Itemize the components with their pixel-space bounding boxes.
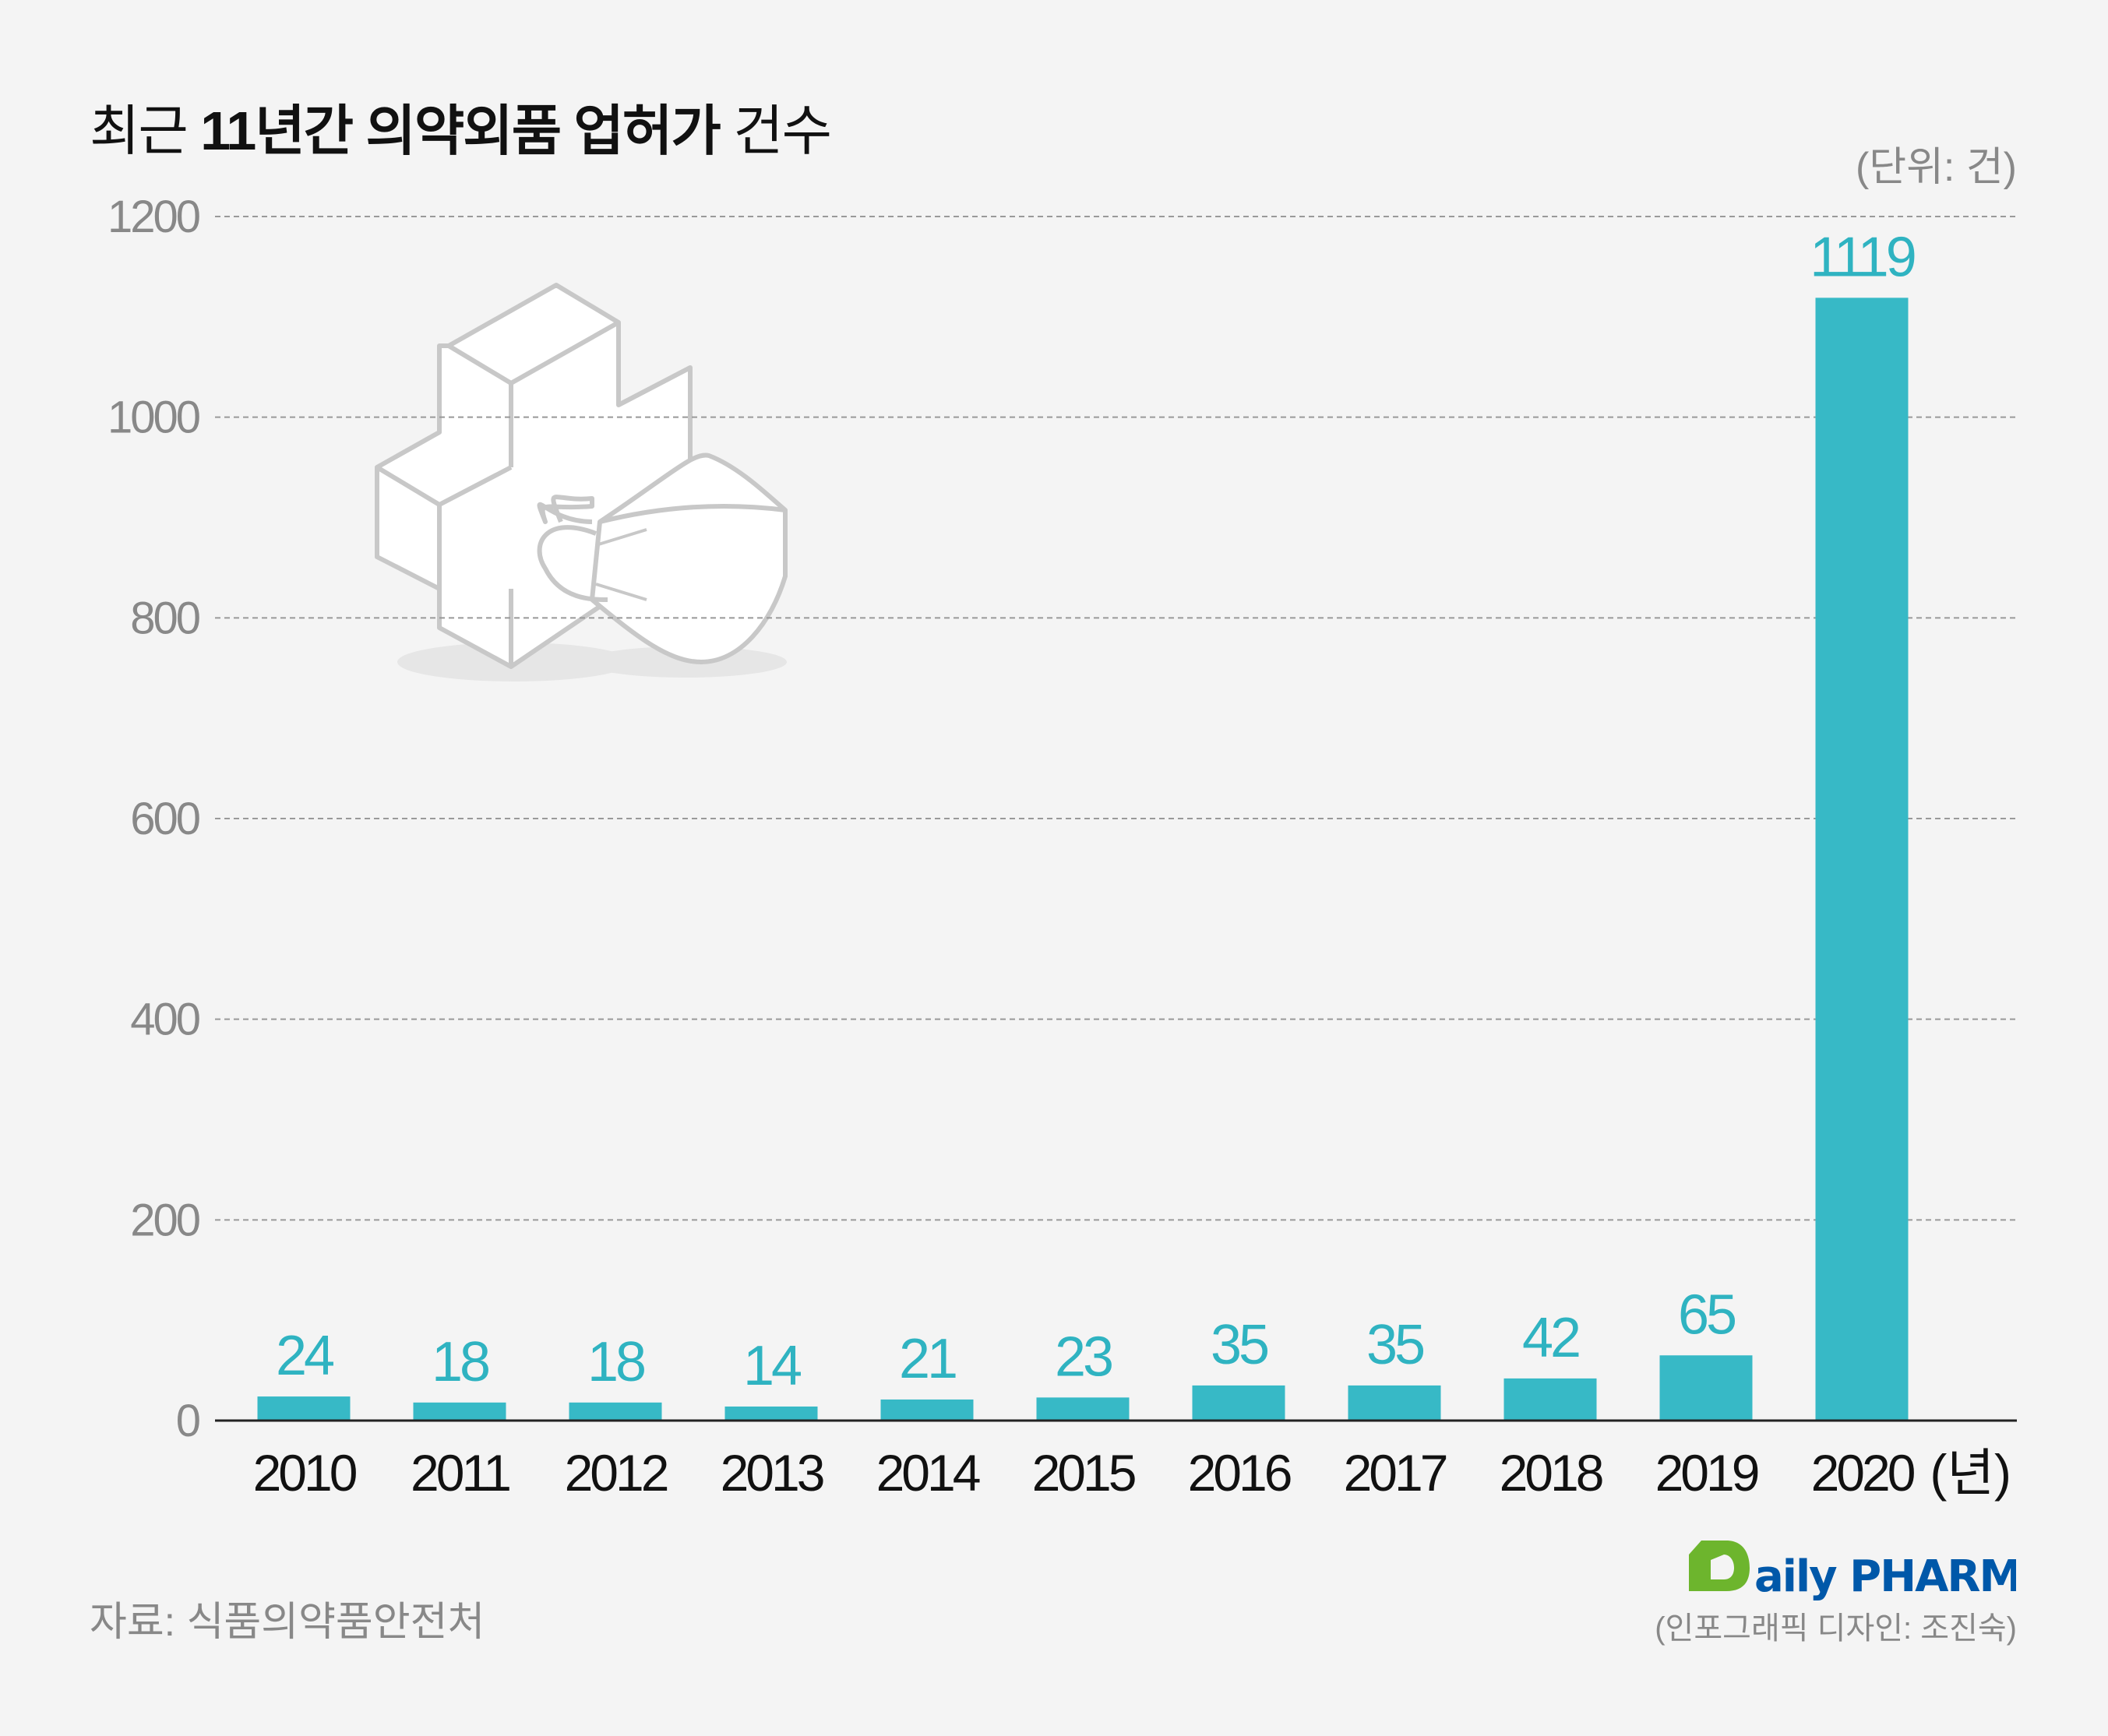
x-tick-label: 2013 xyxy=(721,1444,823,1502)
title-bold: 11년간 의약외품 업허가 xyxy=(200,100,721,161)
title-prefix: 최근 xyxy=(90,100,201,161)
x-tick-label: 2014 xyxy=(876,1444,980,1502)
x-tick-label: 2011 xyxy=(411,1444,509,1502)
bar-2016 xyxy=(1192,1385,1285,1421)
title-suffix: 건수 xyxy=(719,100,832,161)
bar-2013 xyxy=(724,1406,818,1421)
daily-pharm-logo: aily PHARM xyxy=(1689,1541,2016,1602)
data-label: 1119 xyxy=(1810,226,1914,288)
x-tick-label: 2010 xyxy=(253,1444,357,1502)
illustration-cross-mask-icon xyxy=(375,283,788,681)
x-axis-labels: 2010 2011 2012 2013 2014 2015 2016 2017 2018 2019… xyxy=(253,1444,2011,1502)
x-tick-label: 2020 xyxy=(1811,1444,1915,1502)
x-tick-label: 2016 xyxy=(1188,1444,1291,1502)
data-label: 21 xyxy=(899,1328,956,1390)
source-note: 자료: 식품의약품안전처 xyxy=(90,1600,485,1645)
bar-2010 xyxy=(257,1396,351,1421)
data-label: 14 xyxy=(743,1335,801,1397)
y-axis-ticks: 0 200 400 600 800 1000 1200 xyxy=(108,192,202,1446)
bar-2018 xyxy=(1503,1378,1597,1421)
x-tick-label: 2012 xyxy=(565,1444,668,1502)
gridlines xyxy=(215,216,2017,1221)
bar-2015 xyxy=(1036,1397,1130,1421)
bar-2011 xyxy=(413,1402,506,1421)
x-tick-label: 2019 xyxy=(1655,1444,1758,1502)
data-label: 18 xyxy=(432,1331,488,1393)
data-label: 24 xyxy=(276,1325,333,1387)
data-label: 18 xyxy=(587,1331,644,1393)
bar-2019 xyxy=(1659,1355,1753,1421)
unit-label: (단위: 건) xyxy=(1855,145,2017,190)
bar-2020 xyxy=(1815,298,1909,1421)
data-label: 42 xyxy=(1522,1307,1579,1369)
data-label: 35 xyxy=(1211,1314,1268,1376)
y-tick-label: 200 xyxy=(130,1195,199,1245)
svg-text:aily PHARM: aily PHARM xyxy=(1754,1551,2016,1602)
y-tick-label: 1000 xyxy=(108,393,199,443)
x-tick-label: 2018 xyxy=(1500,1444,1602,1502)
bars: 24 18 18 14 21 23 35 35 42 65 1119 xyxy=(257,226,1918,1421)
x-tick-label: 2015 xyxy=(1032,1444,1135,1502)
y-tick-label: 1200 xyxy=(108,192,199,242)
y-tick-label: 600 xyxy=(130,794,199,844)
chart-title: 최근 11년간 의약외품 업허가 건수 xyxy=(90,87,832,166)
bar-2014 xyxy=(880,1399,974,1421)
designer-credit: (인포그래픽 디자인: 조진숙) xyxy=(1655,1611,2017,1646)
data-label: 35 xyxy=(1366,1314,1424,1376)
x-tick-label: 2017 xyxy=(1344,1444,1447,1502)
y-tick-label: 400 xyxy=(130,995,199,1045)
y-tick-label: 800 xyxy=(130,593,199,643)
bar-2012 xyxy=(569,1402,662,1421)
bar-2017 xyxy=(1348,1385,1441,1421)
data-label: 23 xyxy=(1055,1326,1112,1388)
y-tick-label: 0 xyxy=(176,1396,199,1446)
x-unit-label: (년) xyxy=(1930,1444,2011,1502)
data-label: 65 xyxy=(1678,1284,1736,1346)
